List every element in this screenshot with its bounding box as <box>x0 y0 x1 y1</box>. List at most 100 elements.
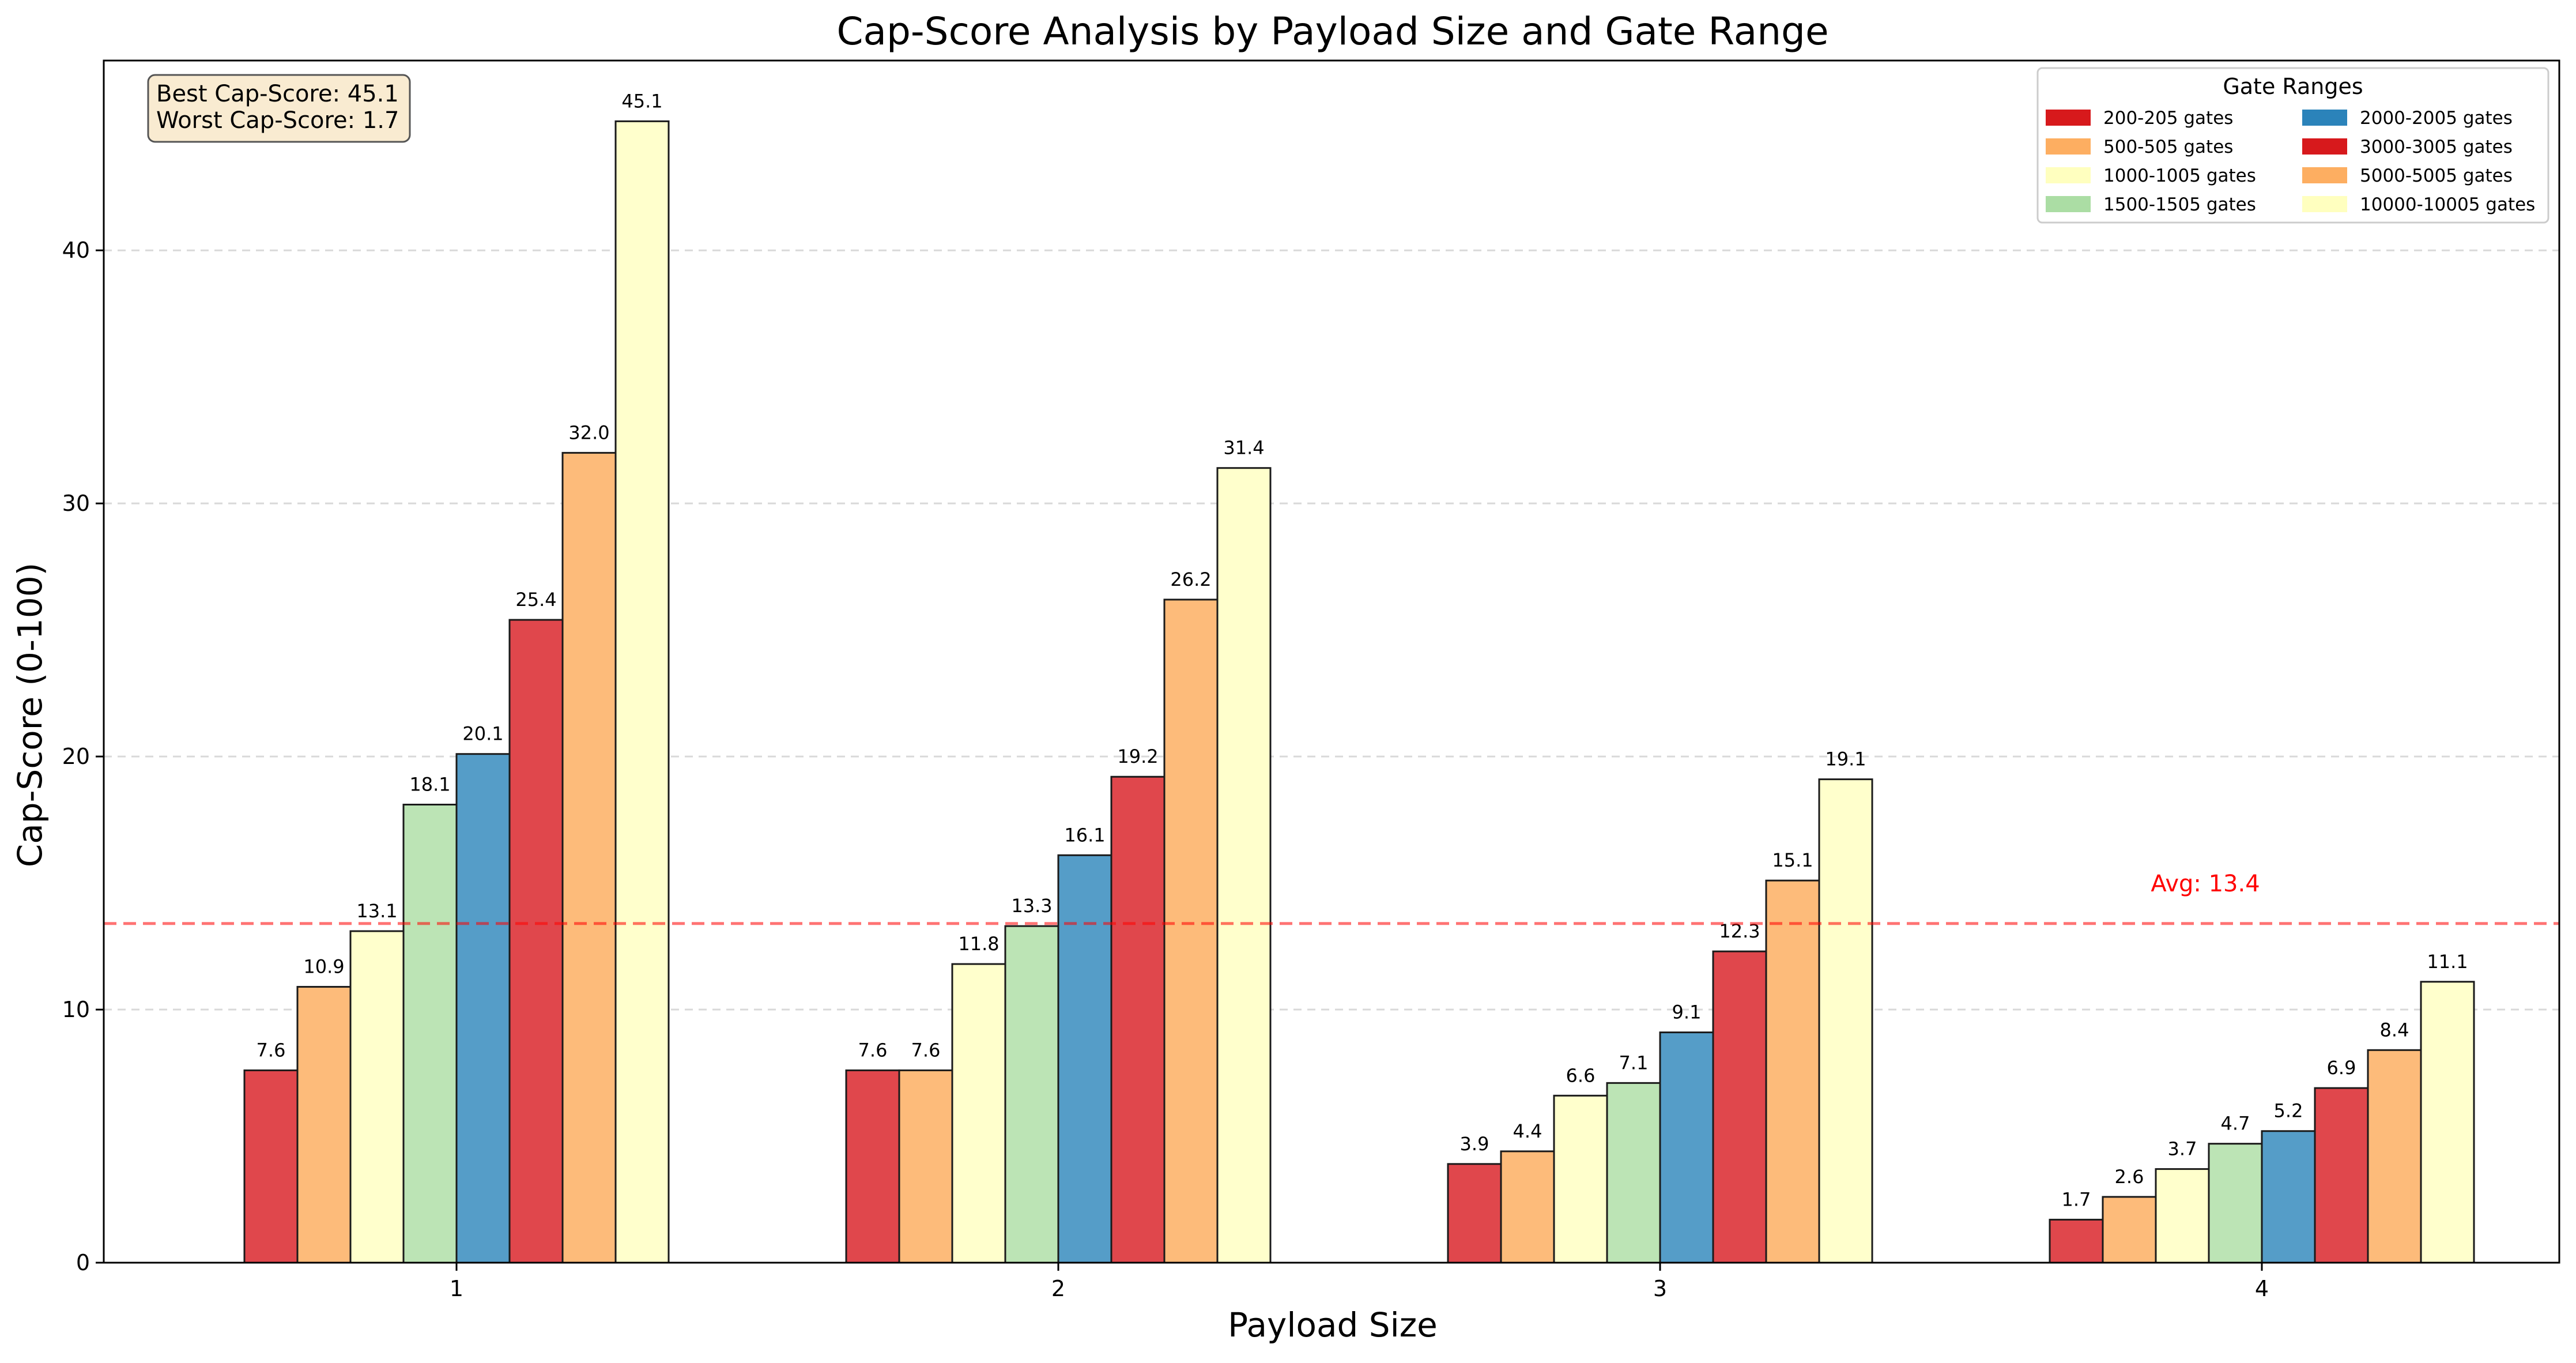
bar-value-label: 8.4 <box>2380 1019 2409 1041</box>
y-tick-label: 40 <box>62 238 90 263</box>
bar <box>614 120 670 1264</box>
bar <box>455 753 511 1264</box>
bar-value-label: 4.7 <box>2221 1113 2250 1135</box>
bar-value-label: 7.6 <box>911 1039 941 1061</box>
bar-value-label: 3.7 <box>2168 1138 2197 1160</box>
legend-swatch <box>2046 167 2091 183</box>
plot-frame <box>103 59 2560 1264</box>
bar-value-label: 25.4 <box>515 589 556 611</box>
legend-title: Gate Ranges <box>2223 74 2363 99</box>
legend-label: 3000-3005 gates <box>2360 137 2513 157</box>
bar-value-label: 6.6 <box>1566 1064 1596 1086</box>
bar <box>898 1069 953 1264</box>
bars <box>243 120 2475 1264</box>
legend-label: 1500-1505 gates <box>2103 194 2256 215</box>
bar-value-label: 7.1 <box>1619 1052 1649 1074</box>
legend-label: 500-505 gates <box>2103 137 2233 157</box>
x-tick-label: 3 <box>1653 1276 1667 1301</box>
y-tick-label: 10 <box>62 997 90 1022</box>
bar-value-label: 4.4 <box>1513 1120 1542 1142</box>
average-line-group: Avg: 13.4 <box>104 871 2559 925</box>
bar <box>1163 598 1219 1264</box>
bar-value-label: 45.1 <box>621 90 662 112</box>
bar-value-label: 32.0 <box>568 421 609 443</box>
bar-value-label: 1.7 <box>2062 1188 2091 1210</box>
bar <box>2367 1049 2422 1264</box>
x-tick-label: 4 <box>2255 1276 2269 1301</box>
bar-value-label: 10.9 <box>303 956 344 978</box>
stats-box-frame <box>147 74 411 143</box>
y-tick-label: 0 <box>76 1250 90 1275</box>
y-tick-label: 20 <box>62 744 90 769</box>
bar <box>349 930 405 1264</box>
legend-swatch <box>2046 110 2091 126</box>
bar <box>1553 1094 1608 1264</box>
bar-value-label: 11.1 <box>2427 951 2468 973</box>
bar-value-label: 13.1 <box>356 900 397 922</box>
bar-value-label: 19.1 <box>1825 748 1866 770</box>
bar <box>1216 467 1272 1264</box>
bar-value-label: 19.2 <box>1117 745 1158 767</box>
legend-swatch <box>2046 138 2091 155</box>
bar <box>2049 1218 2104 1264</box>
legend-label: 200-205 gates <box>2103 108 2233 129</box>
bar <box>508 619 564 1264</box>
bar <box>2314 1087 2369 1264</box>
bar-value-label: 2.6 <box>2115 1166 2144 1188</box>
bar <box>2420 981 2475 1264</box>
legend-swatch <box>2302 110 2347 126</box>
bar <box>2208 1143 2263 1264</box>
bar <box>402 804 458 1264</box>
bar <box>2102 1196 2157 1264</box>
bar-value-label: 7.6 <box>858 1039 888 1061</box>
bar <box>561 451 617 1264</box>
bar <box>1447 1163 1502 1264</box>
bar <box>1500 1150 1555 1264</box>
bar <box>1712 950 1767 1264</box>
legend-label: 1000-1005 gates <box>2103 165 2256 186</box>
value-labels: 7.6 10.9 13.1 18.1 20.1 25.4 32.0 45.1 7.6 7.6 11.… <box>257 90 2468 1210</box>
legend-label: 5000-5005 gates <box>2360 165 2513 186</box>
legend-box <box>2036 67 2549 224</box>
bar <box>2261 1130 2316 1264</box>
bar-value-label: 7.6 <box>257 1039 286 1061</box>
bar-value-label: 13.3 <box>1011 895 1052 917</box>
x-tick-label: 2 <box>1051 1276 1065 1301</box>
legend-swatch <box>2302 196 2347 212</box>
bar-value-label: 15.1 <box>1772 849 1813 871</box>
bar <box>951 963 1006 1264</box>
bar-value-label: 11.8 <box>958 933 999 955</box>
legend-label: 2000-2005 gates <box>2360 108 2513 129</box>
bar-value-label: 18.1 <box>409 774 450 796</box>
legend-swatch <box>2046 196 2091 212</box>
y-axis-title: Cap-Score (0-100) <box>10 563 50 867</box>
legend-label: 10000-10005 gates <box>2360 194 2535 215</box>
bar-value-label: 3.9 <box>1460 1133 1489 1155</box>
x-axis-title: Payload Size <box>1228 1305 1438 1345</box>
bar-value-label: 9.1 <box>1672 1001 1702 1023</box>
x-tick-label: 1 <box>450 1276 463 1301</box>
best-score-text: Best Cap-Score: 45.1 <box>156 81 399 107</box>
bar <box>243 1069 299 1264</box>
bar <box>1659 1031 1714 1264</box>
bar <box>1004 925 1059 1264</box>
bar-value-label: 26.2 <box>1170 568 1211 590</box>
legend-swatch <box>2302 167 2347 183</box>
bar <box>1057 854 1112 1264</box>
bar-value-label: 16.1 <box>1064 824 1105 846</box>
bar-value-label: 20.1 <box>462 723 503 745</box>
axes: 0 10 20 30 40 1 2 3 4 <box>62 59 2560 1301</box>
legend: Gate Ranges 200-205 gates 500-505 gates 100… <box>2036 67 2549 224</box>
bar-value-label: 6.9 <box>2327 1057 2356 1079</box>
bar <box>845 1069 900 1264</box>
legend-swatch <box>2302 138 2347 155</box>
bar <box>1110 775 1166 1264</box>
bar <box>296 986 352 1264</box>
bar-value-label: 5.2 <box>2274 1100 2303 1122</box>
average-label: Avg: 13.4 <box>2151 871 2260 897</box>
chart-title: Cap-Score Analysis by Payload Size and G… <box>836 9 1828 54</box>
worst-score-text: Worst Cap-Score: 1.7 <box>156 107 399 134</box>
